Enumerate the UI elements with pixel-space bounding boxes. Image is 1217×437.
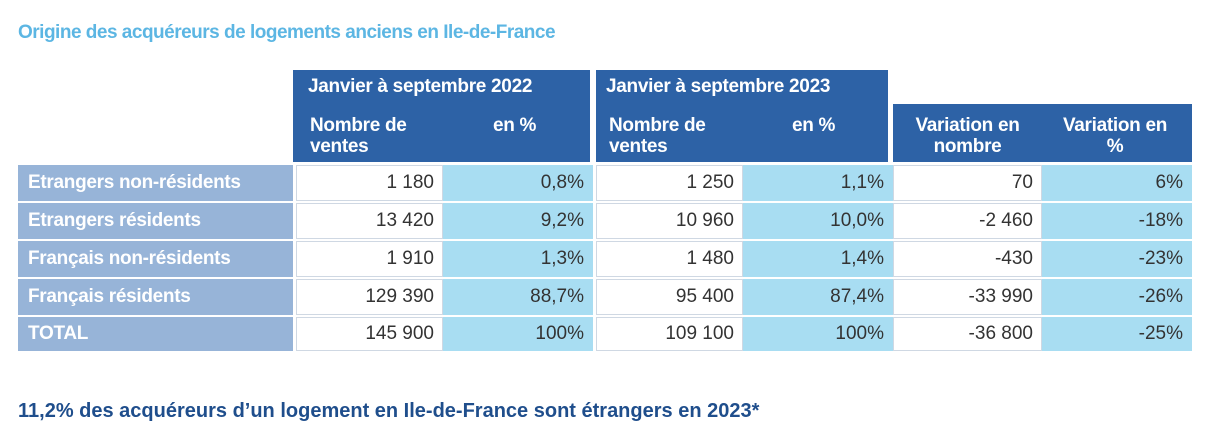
- cell: -26%: [1042, 279, 1192, 315]
- cell: 70: [893, 165, 1042, 201]
- cell: 109 100: [596, 317, 743, 351]
- sub-header: Variation en nombre: [915, 115, 1020, 157]
- sub-header: Nombre de ventes: [310, 115, 407, 157]
- sub-header: Variation en %: [1062, 115, 1168, 157]
- cell: 10 960: [596, 203, 743, 239]
- cell: 0,8%: [443, 165, 593, 201]
- cell: -18%: [1042, 203, 1192, 239]
- sub-header: en %: [792, 115, 836, 136]
- footer-note: 11,2% des acquéreurs d’un logement en Il…: [18, 400, 760, 422]
- cell: 100%: [443, 317, 593, 351]
- header-block: [893, 104, 1192, 162]
- cell: 13 420: [296, 203, 443, 239]
- sub-header: en %: [493, 115, 537, 136]
- header-block: [293, 70, 590, 162]
- cell: 129 390: [296, 279, 443, 315]
- cell: -430: [893, 241, 1042, 277]
- row-label: Etrangers non-résidents: [18, 165, 293, 201]
- title: Origine des acquéreurs de logements anci…: [18, 22, 556, 43]
- cell: 10,0%: [743, 203, 893, 239]
- cell: 1,3%: [443, 241, 593, 277]
- cell: -36 800: [893, 317, 1042, 351]
- row-label: TOTAL: [18, 317, 293, 351]
- cell: -25%: [1042, 317, 1192, 351]
- cell: 88,7%: [443, 279, 593, 315]
- header-block: [596, 70, 888, 162]
- cell: 1 480: [596, 241, 743, 277]
- cell: 1,1%: [743, 165, 893, 201]
- cell: -23%: [1042, 241, 1192, 277]
- cell: 100%: [743, 317, 893, 351]
- group-header: Janvier à septembre 2023: [606, 76, 831, 97]
- cell: -33 990: [893, 279, 1042, 315]
- row-label: Français non-résidents: [18, 241, 293, 277]
- cell: 87,4%: [743, 279, 893, 315]
- cell: 145 900: [296, 317, 443, 351]
- cell: 1 910: [296, 241, 443, 277]
- sub-header: Nombre de ventes: [609, 115, 706, 157]
- row-label: Français résidents: [18, 279, 293, 315]
- cell: -2 460: [893, 203, 1042, 239]
- group-header: Janvier à septembre 2022: [308, 76, 533, 97]
- cell: 9,2%: [443, 203, 593, 239]
- cell: 95 400: [596, 279, 743, 315]
- cell: 1,4%: [743, 241, 893, 277]
- cell: 1 180: [296, 165, 443, 201]
- cell: 6%: [1042, 165, 1192, 201]
- cell: 1 250: [596, 165, 743, 201]
- row-label: Etrangers résidents: [18, 203, 293, 239]
